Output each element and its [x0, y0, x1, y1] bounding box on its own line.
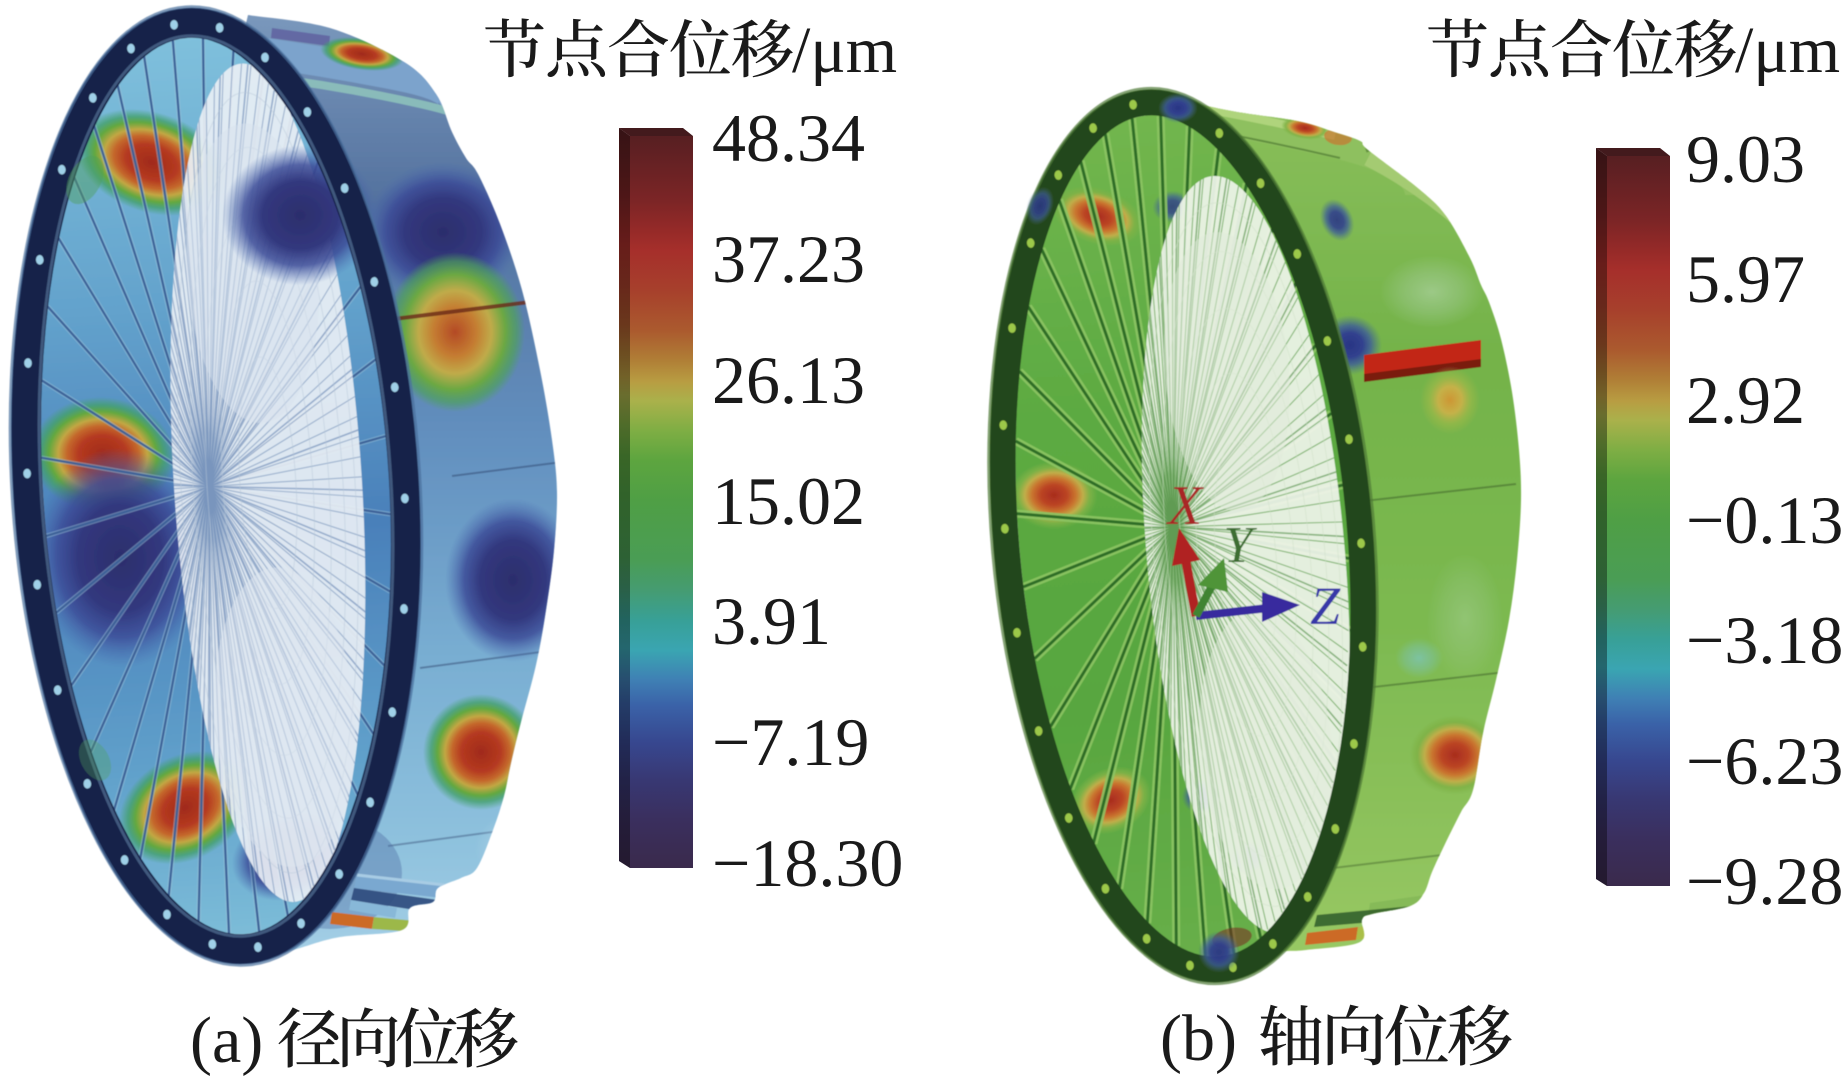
svg-text:15.02: 15.02 [712, 463, 865, 539]
svg-text:(a): (a) [190, 1004, 263, 1077]
svg-text:9.03: 9.03 [1686, 121, 1805, 197]
svg-text:/μm: /μm [1735, 14, 1840, 87]
svg-text:/μm: /μm [792, 14, 897, 87]
svg-text:37.23: 37.23 [712, 221, 865, 297]
svg-text:3.91: 3.91 [712, 583, 831, 659]
svg-text:Z: Z [1310, 576, 1341, 636]
svg-text:26.13: 26.13 [712, 342, 865, 418]
svg-text:−0.13: −0.13 [1686, 482, 1843, 558]
svg-text:X: X [1166, 475, 1205, 537]
svg-text:Y: Y [1224, 517, 1258, 574]
svg-text:2.92: 2.92 [1686, 362, 1805, 438]
svg-text:−3.18: −3.18 [1686, 602, 1843, 678]
svg-text:(b): (b) [1160, 1002, 1237, 1075]
svg-text:48.34: 48.34 [712, 100, 865, 176]
svg-text:5.97: 5.97 [1686, 241, 1805, 317]
svg-text:−9.28: −9.28 [1686, 843, 1843, 919]
svg-text:−6.23: −6.23 [1686, 723, 1843, 799]
svg-text:−18.30: −18.30 [712, 825, 903, 901]
svg-text:−7.19: −7.19 [712, 704, 869, 780]
